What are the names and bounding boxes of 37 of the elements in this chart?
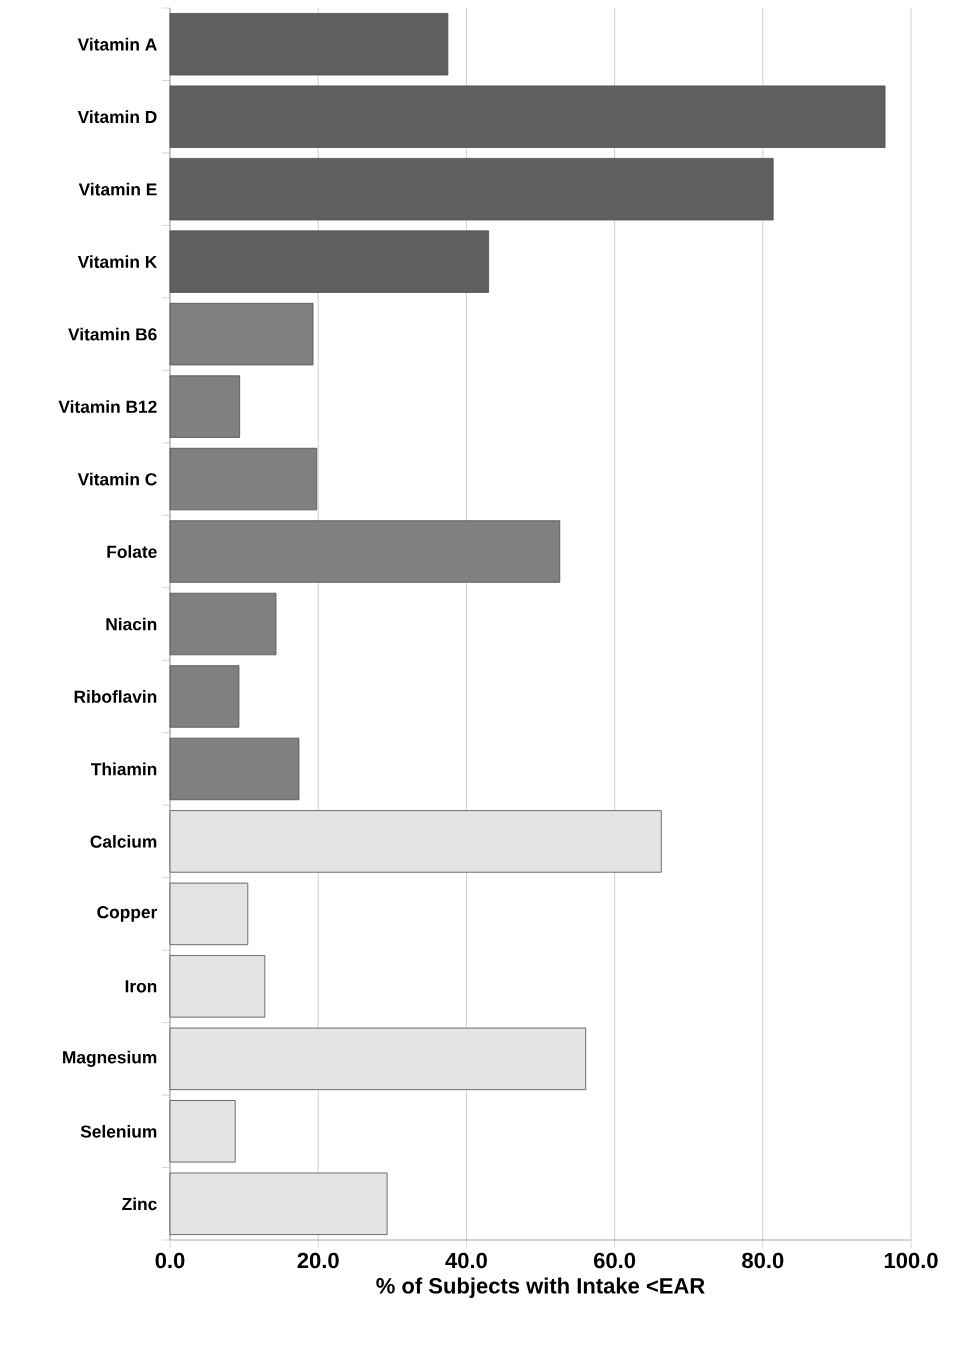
- bar: [169, 520, 561, 583]
- y-tick-label: Folate: [107, 545, 157, 558]
- y-tick-label: Calcium: [90, 835, 157, 848]
- bar: [169, 375, 241, 438]
- x-tick-label: 100.0: [884, 1252, 938, 1269]
- y-tick-label: Vitamin K: [77, 255, 158, 269]
- y-tick-label: Vitamin E: [78, 182, 157, 196]
- y-tick-label: Vitamin D: [77, 110, 157, 124]
- x-axis-title: % of Subjects with Intake <EAR: [376, 1277, 705, 1298]
- y-tick-label: Vitamin B6: [68, 327, 157, 341]
- bar: [169, 592, 277, 656]
- y-tick-label: Niacin: [106, 617, 157, 631]
- y-tick-label: Vitamin A: [77, 37, 157, 51]
- x-tick-label: 60.0: [594, 1252, 636, 1269]
- x-tick-label: 80.0: [742, 1252, 784, 1269]
- bar: [169, 1100, 236, 1163]
- y-tick-label: Selenium: [80, 1124, 157, 1138]
- bar: [169, 955, 266, 1018]
- y-tick-label: Vitamin B12: [58, 400, 157, 413]
- bar: [169, 665, 240, 728]
- y-tick-label: Thiamin: [91, 762, 157, 776]
- y-tick-label: Iron: [125, 980, 157, 993]
- bar: [169, 737, 300, 801]
- y-tick-label: Magnesium: [63, 1050, 157, 1067]
- y-tick-label: Vitamin C: [77, 472, 157, 486]
- y-tick-label: Zinc: [122, 1197, 157, 1211]
- x-tick-label: 20.0: [297, 1252, 339, 1269]
- bar: [169, 302, 314, 366]
- bar: [169, 810, 662, 873]
- x-tick-label: 0.0: [155, 1252, 185, 1269]
- bar: [169, 882, 249, 946]
- y-tick-label: Copper: [97, 906, 158, 922]
- y-tick-label: Riboflavin: [74, 690, 157, 703]
- bar: [169, 1027, 587, 1091]
- bar: [169, 447, 318, 511]
- x-tick-label: 40.0: [445, 1252, 487, 1269]
- bar: [169, 1172, 388, 1235]
